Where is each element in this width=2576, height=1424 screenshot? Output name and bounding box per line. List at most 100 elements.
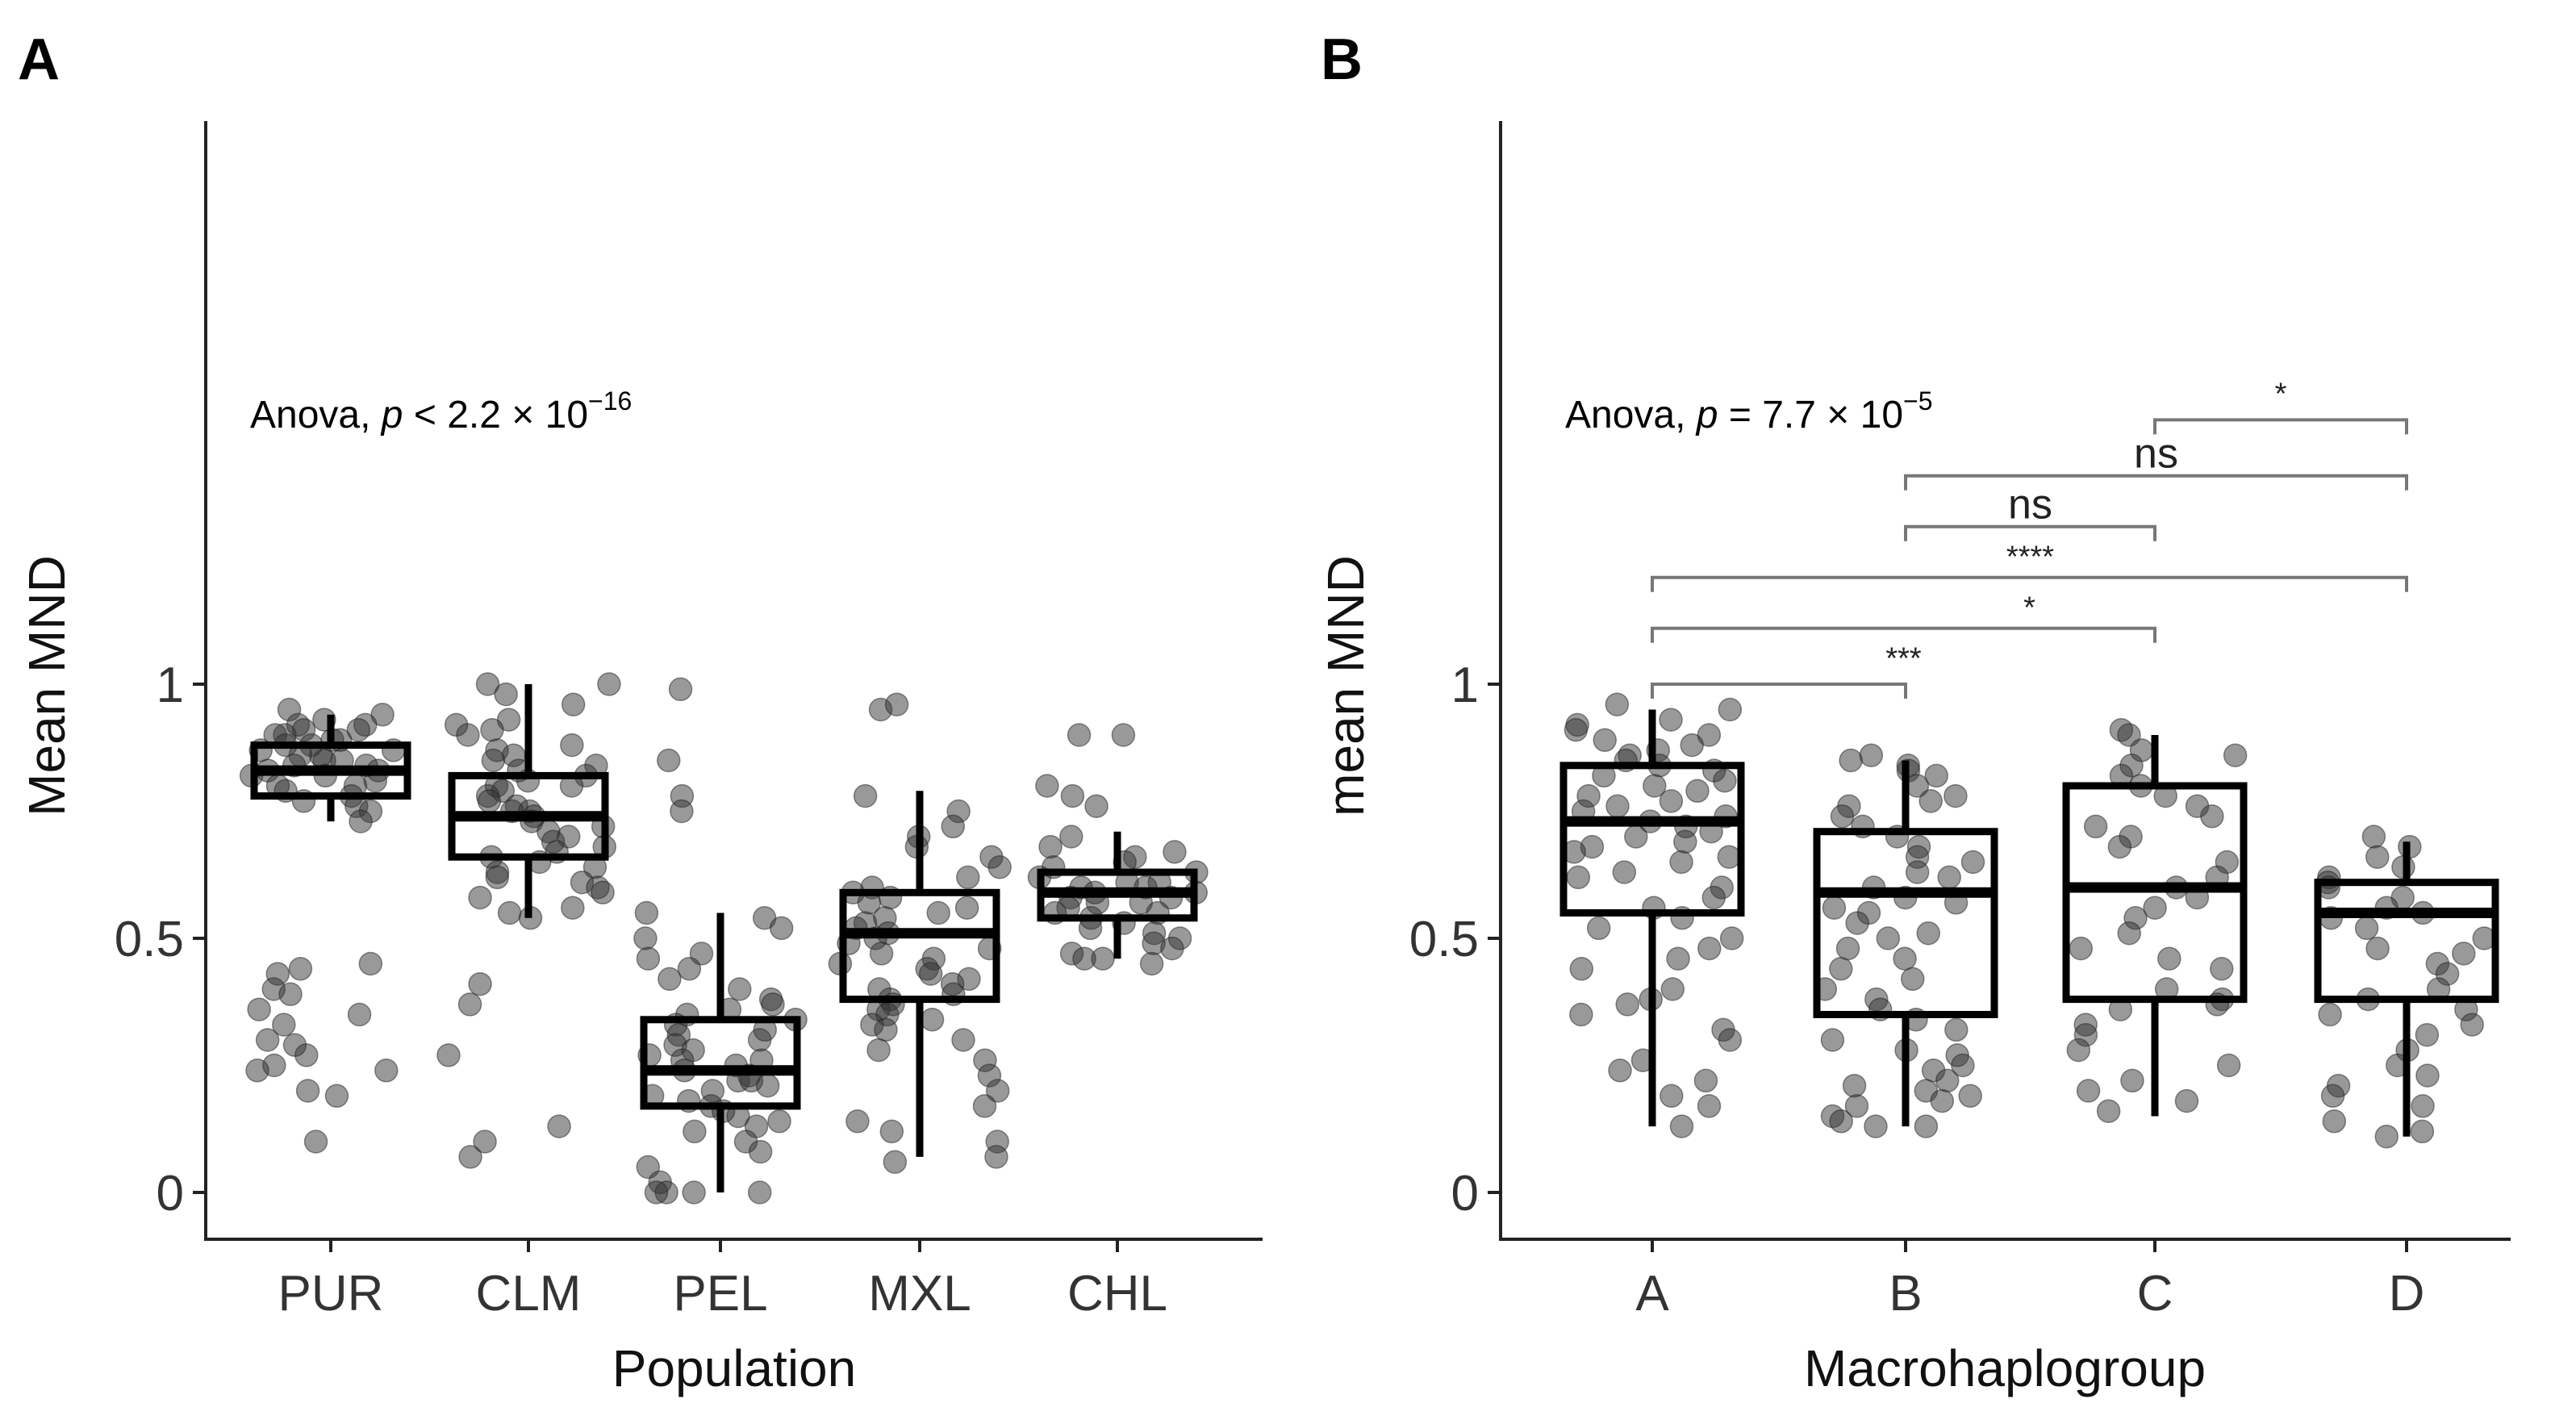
y-ticks-b: 00.51 (1409, 658, 1501, 1221)
data-point (1072, 946, 1096, 971)
data-point (1916, 921, 1940, 946)
data-point (883, 1150, 908, 1174)
data-point (879, 1119, 904, 1144)
data-point (2411, 1094, 2435, 1118)
data-point (644, 1180, 669, 1205)
data-point (1829, 1109, 1853, 1134)
x-axis-title-b: Macrohaplogroup (1804, 1339, 2206, 1397)
data-point (1859, 743, 1884, 767)
data-point (2076, 1079, 2101, 1103)
data-point (2460, 1013, 2484, 1037)
data-point (591, 880, 615, 905)
box-c (2062, 735, 2248, 1117)
data-point (2174, 1088, 2199, 1113)
points-b (1562, 692, 2496, 1149)
data-point (245, 1059, 269, 1083)
data-point (560, 733, 584, 758)
data-point (728, 977, 752, 1001)
data-point (985, 1079, 1010, 1103)
data-point (1659, 708, 1683, 732)
data-point (747, 1180, 772, 1205)
data-point (497, 900, 522, 925)
data-point (2200, 804, 2224, 829)
data-point (473, 1130, 497, 1154)
data-point (956, 865, 980, 890)
data-point (1697, 1094, 1722, 1118)
data-point (324, 1084, 349, 1109)
significance-label: *** (1885, 642, 1922, 676)
y-tick-label: 1 (157, 658, 184, 713)
data-point (347, 1002, 372, 1027)
data-point (918, 962, 943, 986)
data-point (1685, 779, 1710, 804)
data-point (295, 1079, 320, 1103)
data-point (884, 692, 909, 716)
y-axis-title-a: Mean MND (18, 555, 76, 816)
data-point (761, 992, 785, 1017)
data-point (1569, 957, 1594, 981)
data-point (2318, 1002, 2342, 1027)
data-point (2143, 896, 2167, 920)
box-chl (1037, 831, 1198, 959)
box-mxl (839, 791, 1000, 1157)
data-point (1944, 1017, 1969, 1042)
data-point (485, 865, 510, 890)
x-tick-label-d: D (2389, 1266, 2425, 1322)
data-point (2223, 743, 2248, 767)
data-point (853, 783, 878, 808)
y-tick-label: 0.5 (1409, 912, 1479, 967)
x-tick-label-pur: PUR (278, 1266, 384, 1322)
data-point (869, 942, 894, 966)
y-ticks-a: 00.51 (115, 658, 206, 1221)
data-point (972, 1094, 997, 1118)
data-point (2096, 1099, 2121, 1123)
anova-annotation-b: Anova, p = 7.7 × 10−5 (1565, 386, 1933, 436)
data-point (1139, 951, 1164, 976)
data-point (636, 946, 661, 971)
data-point (1930, 1088, 1954, 1113)
data-point (1593, 728, 1617, 753)
x-axis-title-a: Population (612, 1339, 856, 1397)
data-point (926, 900, 950, 925)
comparison-bracket (2153, 418, 2408, 435)
data-point (547, 1114, 571, 1138)
data-point (1718, 697, 1743, 722)
data-point (458, 1145, 482, 1169)
data-point (845, 1109, 870, 1134)
data-point (1893, 946, 1917, 971)
data-point (1643, 774, 1667, 798)
significance-label: * (2023, 591, 2035, 625)
comparison-bracket (1904, 524, 2156, 541)
data-point (1829, 957, 1853, 981)
data-point (1566, 865, 1591, 890)
data-point (1901, 967, 1925, 992)
data-point (2083, 814, 2108, 839)
data-point (1660, 1084, 1684, 1109)
data-point (2410, 1119, 2435, 1144)
data-point (683, 1119, 707, 1144)
data-point (358, 951, 383, 976)
data-point (1830, 804, 1855, 829)
data-point (1958, 1084, 1982, 1109)
data-point (278, 982, 303, 1007)
comparison-bracket (1651, 626, 2156, 643)
box-clm (448, 684, 609, 918)
data-point (657, 748, 681, 773)
data-point (1605, 794, 1630, 818)
data-point (1673, 829, 1697, 854)
data-point (1084, 794, 1108, 818)
data-point (1067, 723, 1092, 747)
box-iqr (1559, 762, 1745, 917)
data-point (1624, 825, 1648, 849)
data-point (866, 1038, 891, 1063)
data-point (1822, 896, 1847, 920)
data-point (1693, 1068, 1718, 1093)
significance-label: **** (2006, 541, 2054, 574)
data-point (1701, 885, 1726, 910)
data-point (1835, 936, 1860, 961)
data-point (2107, 834, 2132, 859)
data-point (2452, 942, 2476, 966)
data-point (658, 967, 682, 992)
